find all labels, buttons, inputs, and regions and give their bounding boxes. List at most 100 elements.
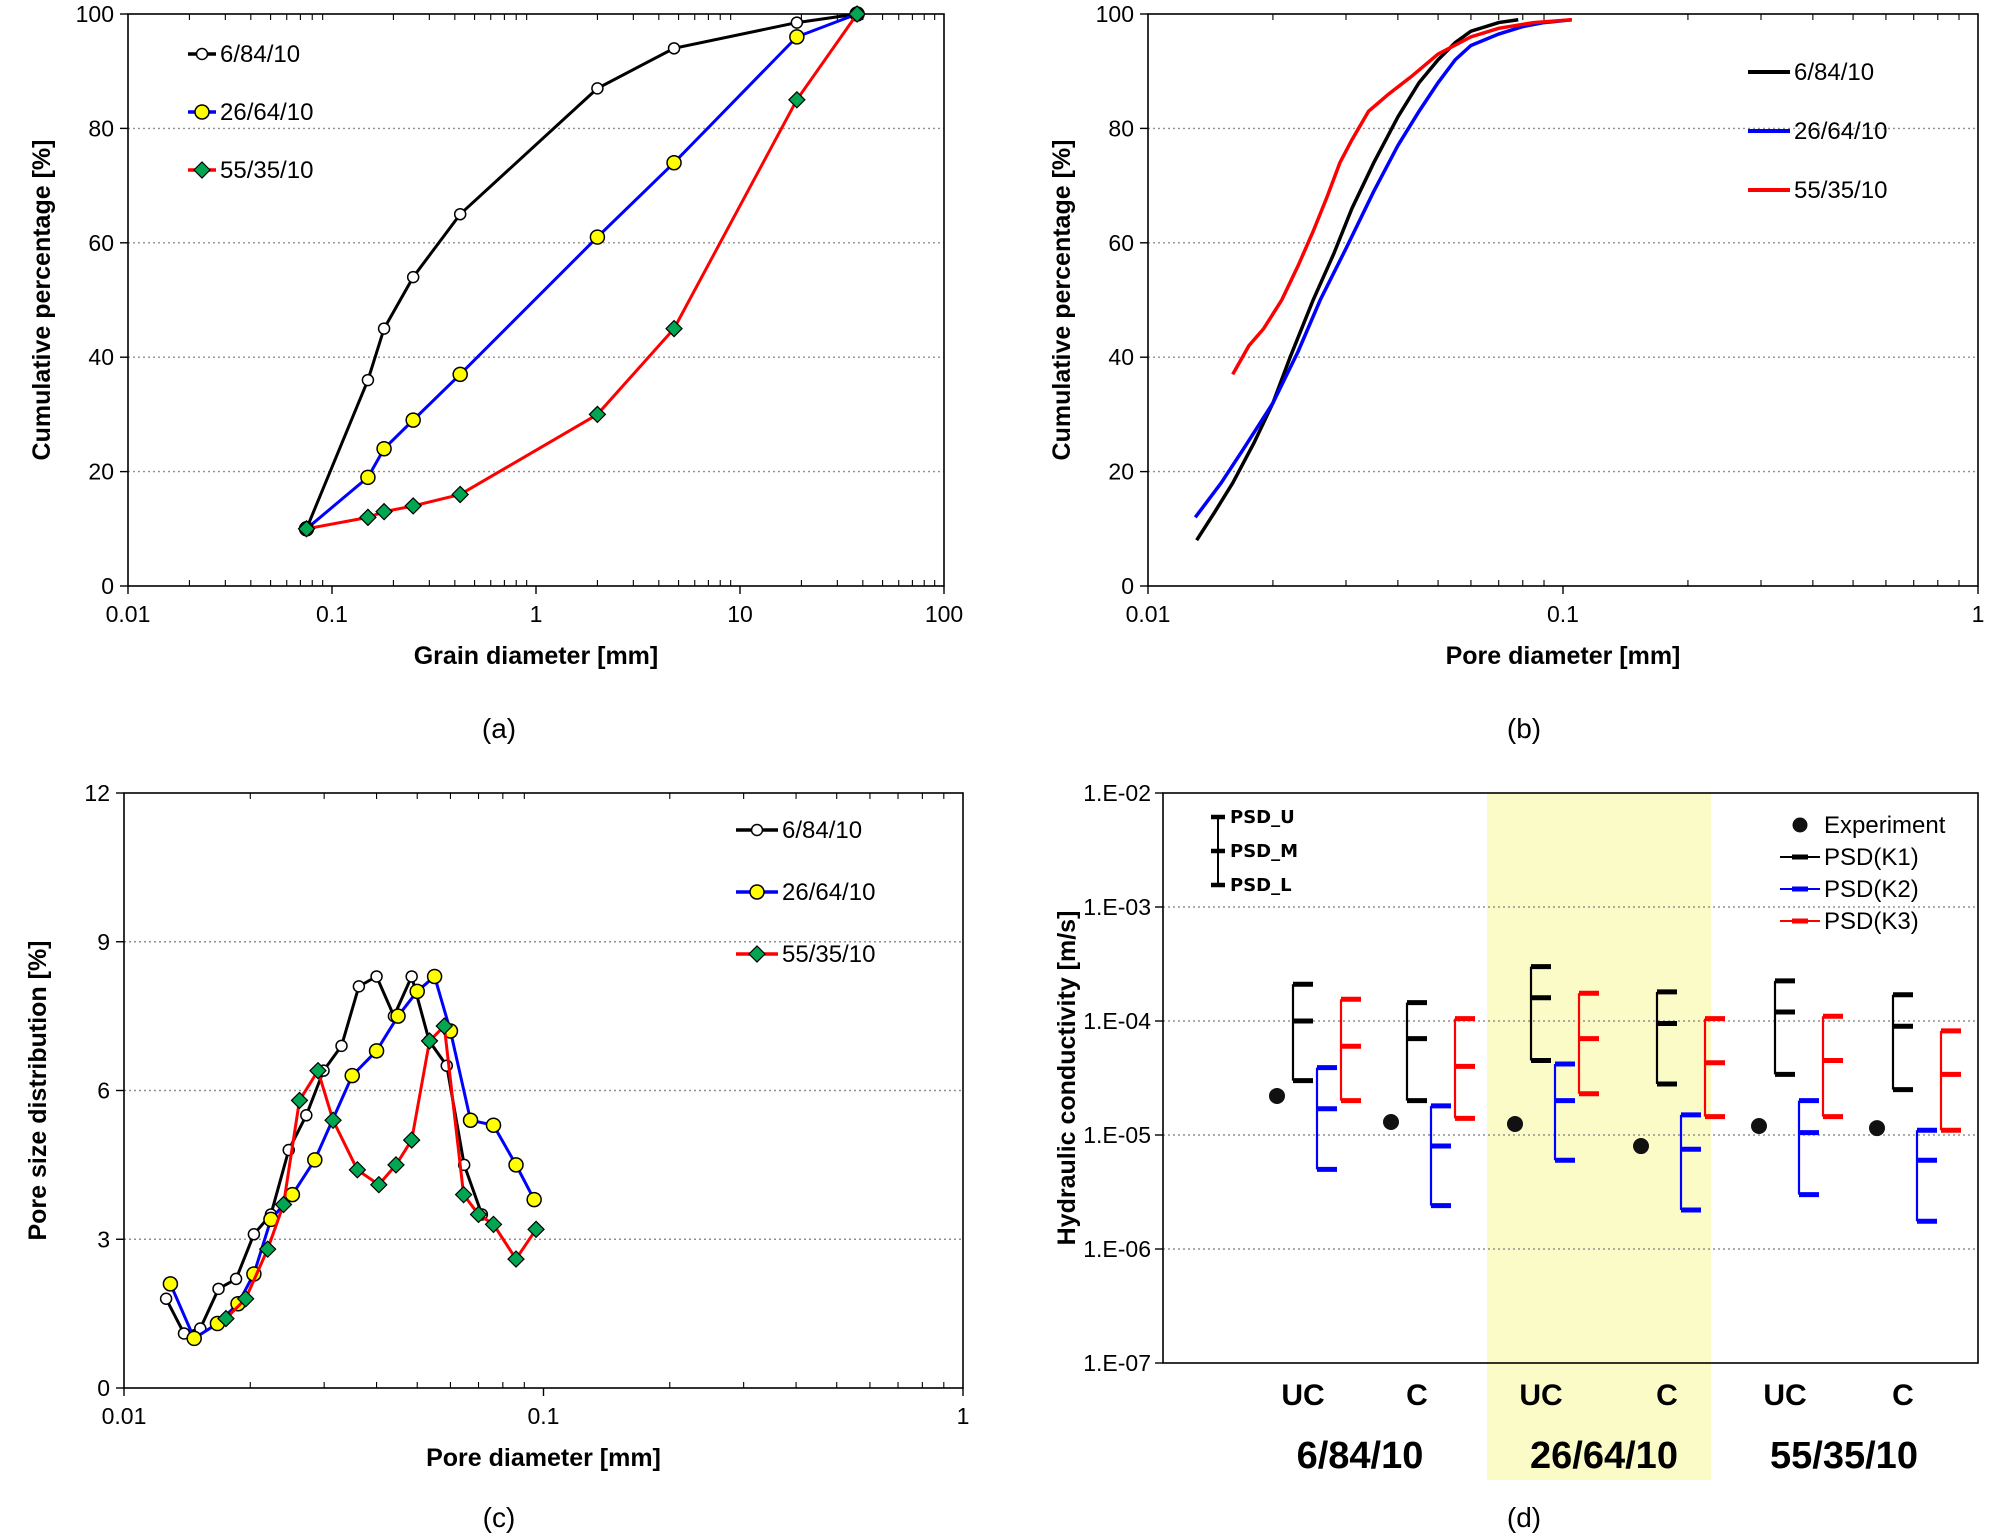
range-bar xyxy=(1679,1112,1701,1213)
data-point xyxy=(405,412,421,428)
data-point xyxy=(526,1191,542,1208)
y-tick-label: 3 xyxy=(97,1226,110,1252)
legend-label: PSD(K2) xyxy=(1824,876,1919,903)
series-line xyxy=(1193,17,1572,519)
data-point xyxy=(406,270,420,284)
y-tick-label: 60 xyxy=(88,230,114,256)
legend-marker xyxy=(194,104,210,120)
data-point xyxy=(375,502,393,521)
y-tick-label: 100 xyxy=(1096,1,1134,27)
y-tick-label: 1.E-03 xyxy=(1083,894,1151,920)
y-axis-label: Cumulative percentage [%] xyxy=(28,140,56,461)
y-tick-label: 1.E-04 xyxy=(1083,1008,1151,1034)
psd-key-label: PSD_M xyxy=(1230,841,1298,862)
series-3 xyxy=(297,5,866,538)
range-bar xyxy=(1797,1098,1819,1198)
chart-panel-4: 1.E-07 1.E-06 1.E-05 1.E-04 1.E-03 1.E-02 Hydr… xyxy=(1053,780,1979,1480)
category-label: UC xyxy=(1519,1379,1562,1412)
data-point xyxy=(469,1205,488,1224)
y-tick-label: 80 xyxy=(88,115,114,141)
data-point xyxy=(390,1008,406,1024)
data-point xyxy=(589,229,606,245)
data-point xyxy=(361,373,375,387)
data-point xyxy=(404,497,423,515)
y-tick-label: 80 xyxy=(1108,115,1134,141)
data-point xyxy=(451,485,470,504)
x-tick-label: 0.1 xyxy=(1547,601,1579,627)
legend-label: PSD(K1) xyxy=(1824,844,1919,871)
legend-label: Experiment xyxy=(1824,812,1946,839)
legend-label: 6/84/10 xyxy=(1794,59,1874,86)
data-point xyxy=(387,1156,405,1174)
data-point xyxy=(348,1160,367,1179)
data-point xyxy=(212,1282,225,1296)
chart-panel-3: 0 3 6 9 12 0.01 0.1 1 Pore diameter [mm] Pore siz… xyxy=(24,780,969,1472)
data-point xyxy=(377,322,391,335)
series-2 xyxy=(298,6,865,537)
y-tick-label: 20 xyxy=(88,459,114,485)
data-point xyxy=(344,1067,360,1084)
data-point xyxy=(162,1276,179,1292)
legend-marker xyxy=(748,945,766,963)
data-point xyxy=(454,1185,473,1204)
range-bar xyxy=(1821,1013,1843,1120)
data-point xyxy=(274,1195,293,1214)
range-bar xyxy=(1655,989,1677,1087)
range-bar xyxy=(1291,981,1313,1084)
range-bar xyxy=(1891,992,1913,1093)
data-point xyxy=(591,82,604,95)
y-tick-label: 9 xyxy=(97,929,110,955)
y-tick-label: 20 xyxy=(1108,459,1134,485)
panel-caption: (d) xyxy=(1507,1502,1541,1533)
y-tick-label: 100 xyxy=(76,1,114,27)
series-line xyxy=(1231,17,1572,376)
group-label: 55/35/10 xyxy=(1770,1435,1918,1477)
y-axis-label: Pore size distribution [%] xyxy=(24,940,52,1240)
data-point xyxy=(217,1309,235,1328)
y-tick-label: 0 xyxy=(97,1375,110,1401)
range-bar xyxy=(1339,996,1361,1104)
legend-label: 26/64/10 xyxy=(220,99,313,126)
data-point xyxy=(666,154,682,171)
x-axis-label: Pore diameter [mm] xyxy=(426,1444,661,1472)
legend: 6/84/10 26/64/10 55/35/10 xyxy=(736,817,875,968)
data-point xyxy=(402,1131,421,1149)
data-point xyxy=(247,1228,261,1241)
legend-marker xyxy=(750,823,764,837)
y-tick-label: 1.E-05 xyxy=(1083,1122,1151,1148)
range-bar xyxy=(1939,1028,1961,1133)
legend-label: 55/35/10 xyxy=(782,941,875,968)
legend-label: 55/35/10 xyxy=(1794,177,1887,204)
data-point xyxy=(453,207,467,221)
panel-caption: (c) xyxy=(483,1502,516,1533)
data-point xyxy=(790,16,804,29)
data-point xyxy=(359,508,377,527)
data-point xyxy=(485,1117,502,1133)
range-bar xyxy=(1453,1016,1475,1121)
series-2 xyxy=(1193,17,1572,519)
x-tick-label: 0.01 xyxy=(1126,601,1171,627)
data-point xyxy=(507,1250,525,1268)
x-tick-label: 100 xyxy=(925,601,963,627)
data-point xyxy=(665,319,683,338)
legend-label: 26/64/10 xyxy=(1794,118,1887,145)
y-tick-label: 12 xyxy=(84,780,110,806)
highlight-band xyxy=(1487,793,1711,1480)
panel-caption: (a) xyxy=(482,713,516,744)
experiment-point xyxy=(1633,1138,1649,1155)
experiment-point xyxy=(1751,1117,1767,1134)
data-point xyxy=(290,1091,309,1110)
data-point xyxy=(435,1017,454,1035)
data-point xyxy=(848,5,866,23)
legend-label: PSD(K3) xyxy=(1824,908,1919,935)
series-2 xyxy=(162,968,542,1347)
data-point xyxy=(360,469,376,486)
range-bar xyxy=(1529,964,1551,1064)
experiment-point xyxy=(1507,1115,1523,1132)
range-bar xyxy=(1915,1127,1937,1224)
range-bar xyxy=(1577,990,1599,1097)
range-bar xyxy=(1315,1065,1337,1172)
data-point xyxy=(236,1289,255,1308)
y-axis-label: Hydraulic conductivity [m/s] xyxy=(1053,911,1081,1246)
y-tick-label: 40 xyxy=(88,344,114,370)
